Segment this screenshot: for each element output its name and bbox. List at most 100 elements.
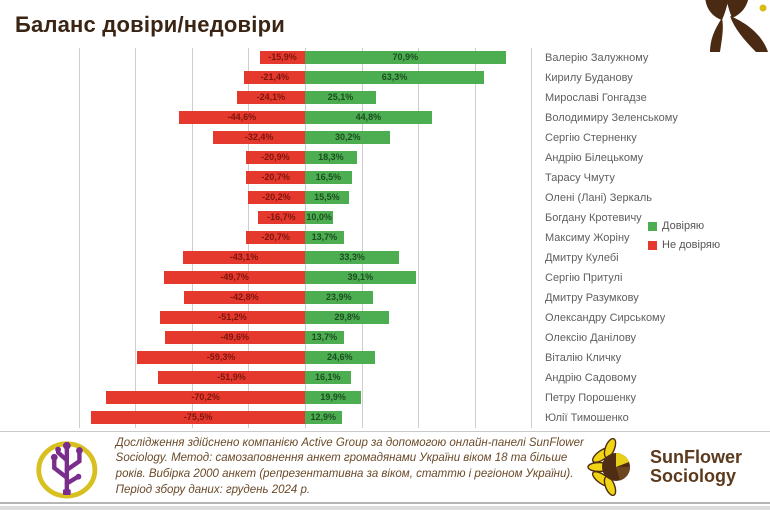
trust-value-label: 10,0%: [306, 212, 332, 222]
legend-item-distrust: Не довіряю: [648, 239, 720, 251]
distrust-bar: -42,8%: [183, 291, 305, 304]
row-plot-area: -24,1% 25,1%: [28, 88, 533, 108]
trust-bar: 44,8%: [305, 111, 432, 124]
chart-row: -44,6% 44,8% Володимиру Зеленському: [28, 108, 742, 128]
chart-row: -20,7% 13,7% Максиму Жоріну: [28, 228, 742, 248]
category-label: Дмитру Кулебі: [545, 252, 619, 264]
trust-bar: 33,3%: [305, 251, 400, 264]
row-plot-area: -75,5% 12,9%: [28, 408, 533, 428]
trust-bar: 23,9%: [305, 291, 373, 304]
row-plot-area: -32,4% 30,2%: [28, 128, 533, 148]
distrust-value-label: -51,2%: [218, 312, 247, 322]
trust-value-label: 24,6%: [327, 352, 353, 362]
row-plot-area: -20,7% 16,5%: [28, 168, 533, 188]
row-plot-area: -20,9% 18,3%: [28, 148, 533, 168]
corner-sunflower-icon: [705, 0, 768, 52]
distrust-value-label: -20,2%: [262, 192, 291, 202]
distrust-bar: -70,2%: [106, 391, 305, 404]
gridline: [531, 48, 533, 428]
distrust-value-label: -44,6%: [227, 112, 257, 122]
chart-row: -70,2% 19,9% Петру Порошенку: [28, 388, 742, 408]
chart-row: -49,6% 13,7% Олексію Данілову: [28, 328, 742, 348]
distrust-value-label: -43,1%: [229, 252, 259, 262]
chart-row: -59,3% 24,6% Віталію Кличку: [28, 348, 742, 368]
sunflower-sociology-logo: SunFlower Sociology: [586, 438, 742, 496]
sunflower-wordmark: SunFlower Sociology: [650, 448, 742, 486]
distrust-bar: -51,9%: [158, 371, 305, 384]
category-label: Андрію Садовому: [545, 372, 637, 384]
trust-value-label: 63,3%: [381, 72, 408, 82]
trust-value-label: 44,8%: [355, 112, 382, 122]
row-plot-area: -51,9% 16,1%: [28, 368, 533, 388]
trust-value-label: 29,8%: [334, 312, 360, 322]
bottom-strip: [0, 506, 770, 510]
row-plot-area: -15,9% 70,9%: [28, 48, 533, 68]
distrust-bar: -20,7%: [246, 171, 305, 184]
gridline: [418, 48, 420, 428]
trust-bar: 16,5%: [305, 171, 352, 184]
distrust-bar: -32,4%: [213, 131, 305, 144]
legend-trust-label: Довіряю: [662, 220, 705, 232]
category-label: Сергію Притулі: [545, 272, 623, 284]
gridline: [78, 48, 80, 428]
distrust-bar: -49,6%: [164, 331, 305, 344]
trust-value-label: 70,9%: [392, 52, 419, 62]
distrust-swatch-icon: [648, 240, 657, 250]
trust-value-label: 33,3%: [339, 252, 365, 262]
trust-bar: 16,1%: [305, 371, 351, 384]
footer: Дослідження здійснено компанією Active G…: [0, 431, 770, 504]
category-label: Дмитру Разумкову: [545, 292, 639, 304]
chart-row: -20,2% 15,5% Олені (Лані) Зеркаль: [28, 188, 742, 208]
trust-value-label: 16,5%: [315, 172, 342, 182]
trust-value-label: 19,9%: [320, 392, 346, 402]
trust-value-label: 13,7%: [311, 332, 338, 342]
trust-value-label: 15,5%: [314, 192, 340, 202]
chart-row: -42,8% 23,9% Дмитру Разумкову: [28, 288, 742, 308]
distrust-bar: -20,2%: [247, 191, 305, 204]
row-plot-area: -16,7% 10,0%: [28, 208, 533, 228]
gridline: [474, 48, 476, 428]
category-label: Максиму Жоріну: [545, 232, 630, 244]
gridline: [191, 48, 193, 428]
distrust-value-label: -49,7%: [220, 272, 249, 282]
distrust-value-label: -32,4%: [244, 132, 274, 142]
row-plot-area: -44,6% 44,8%: [28, 108, 533, 128]
row-plot-area: -49,7% 39,1%: [28, 268, 533, 288]
chart-row: -15,9% 70,9% Валерію Залужному: [28, 48, 742, 68]
distrust-value-label: -16,7%: [267, 212, 296, 222]
chart-row: -51,9% 16,1% Андрію Садовому: [28, 368, 742, 388]
category-label: Андрію Білецькому: [545, 152, 644, 164]
trust-swatch-icon: [648, 221, 657, 231]
chart-legend: Довіряю Не довіряю: [648, 220, 720, 251]
row-plot-area: -42,8% 23,9%: [28, 288, 533, 308]
trust-value-label: 23,9%: [326, 292, 352, 302]
gridline: [361, 48, 363, 428]
chart-row: -49,7% 39,1% Сергію Притулі: [28, 268, 742, 288]
distrust-bar: -20,7%: [246, 231, 305, 244]
trust-bar: 63,3%: [305, 71, 485, 84]
trust-value-label: 12,9%: [310, 412, 337, 422]
category-label: Сергію Стерненку: [545, 132, 637, 144]
category-label: Олені (Лані) Зеркаль: [545, 192, 652, 204]
trust-bar: 13,7%: [305, 331, 344, 344]
category-label: Кирилу Буданову: [545, 72, 633, 84]
active-group-logo: [36, 441, 98, 499]
distrust-value-label: -20,7%: [261, 172, 290, 182]
distrust-value-label: -15,9%: [268, 52, 297, 62]
chart-row: -32,4% 30,2% Сергію Стерненку: [28, 128, 742, 148]
distrust-bar: -16,7%: [257, 211, 305, 224]
chart-row: -24,1% 25,1% Мирославі Гонгадзе: [28, 88, 742, 108]
trust-bar: 15,5%: [305, 191, 349, 204]
chart-row: -20,9% 18,3% Андрію Білецькому: [28, 148, 742, 168]
trust-bar: 39,1%: [305, 271, 416, 284]
trust-bar: 12,9%: [305, 411, 342, 424]
trust-value-label: 16,1%: [315, 372, 341, 382]
distrust-value-label: -70,2%: [191, 392, 220, 402]
row-plot-area: -49,6% 13,7%: [28, 328, 533, 348]
sunflower-word-1: SunFlower: [649, 447, 742, 468]
trust-value-label: 18,3%: [318, 152, 344, 162]
row-plot-area: -51,2% 29,8%: [28, 308, 533, 328]
trust-bar: 70,9%: [305, 51, 506, 64]
trust-value-label: 39,1%: [347, 272, 374, 282]
